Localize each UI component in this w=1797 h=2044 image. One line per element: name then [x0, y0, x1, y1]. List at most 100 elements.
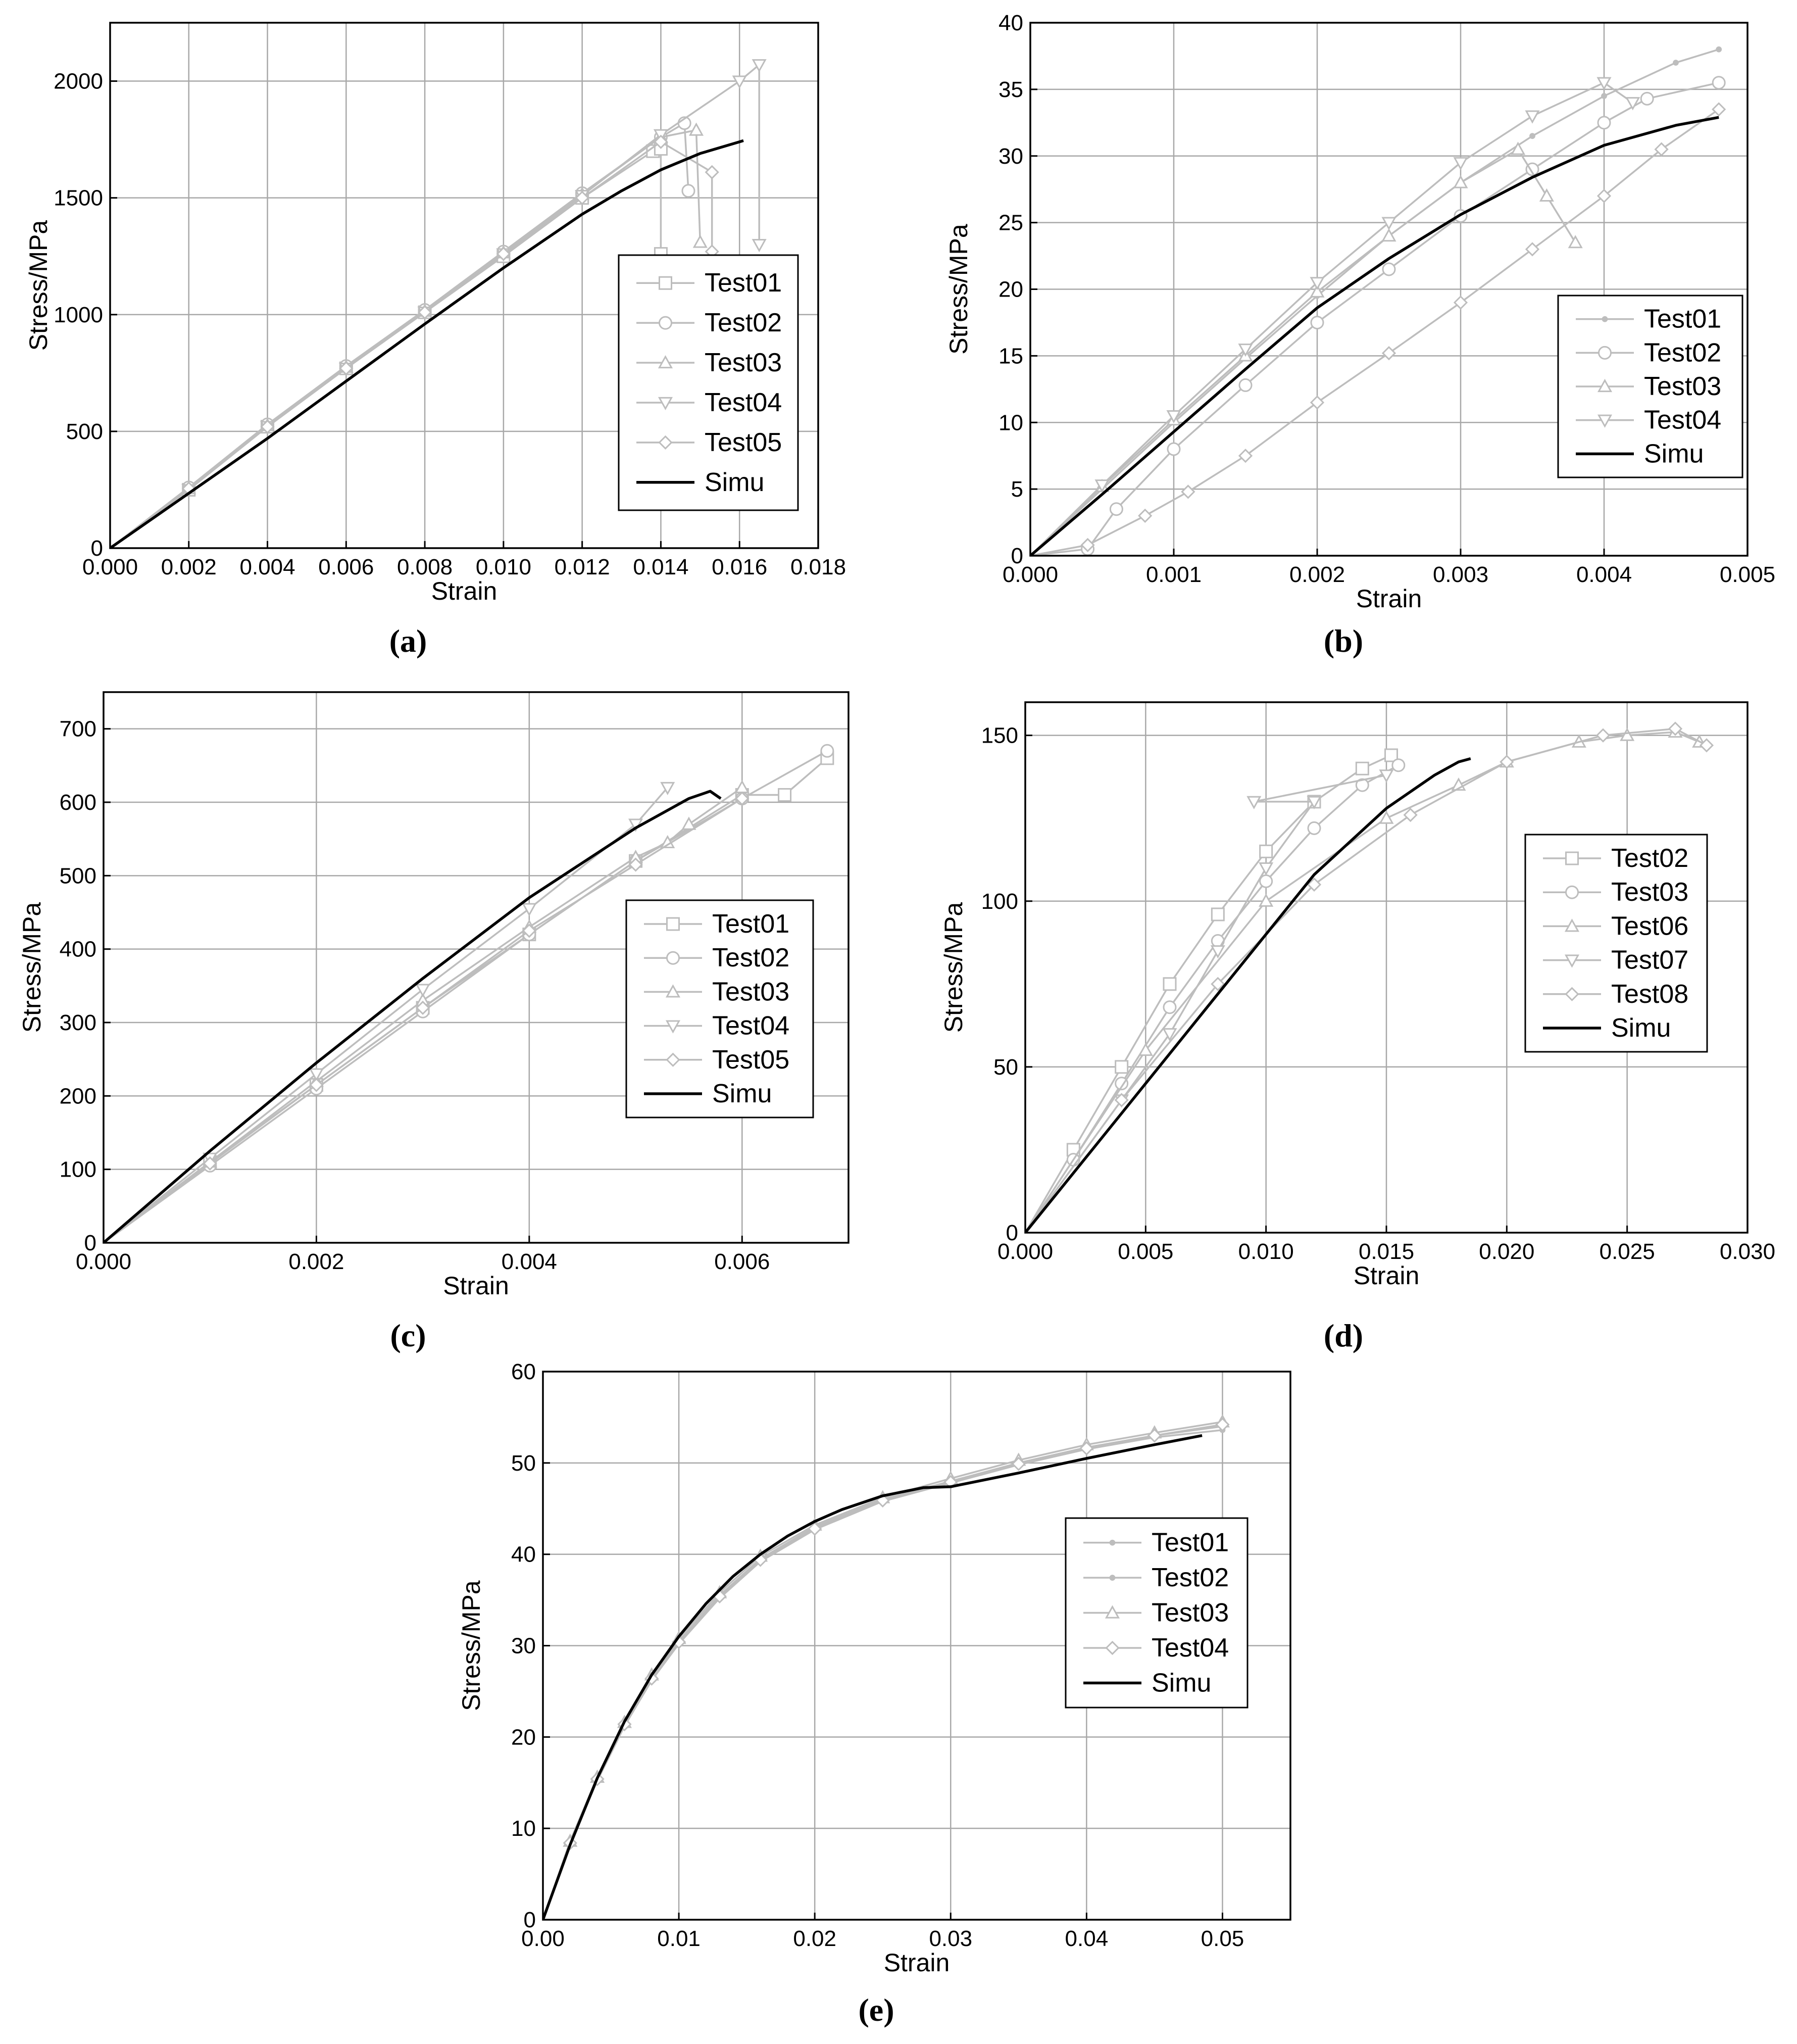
y-tick-label-4: 20 — [999, 277, 1023, 302]
chart-panel-1: 0.000 0.001 0.002 0.003 0.004 0.005 0 5 10 15 20 25… — [944, 11, 1775, 659]
data-point-test03-3 — [1163, 1000, 1177, 1014]
x-tick-label-5: 0.05 — [1201, 1926, 1244, 1951]
data-point-test04-4 — [522, 903, 537, 916]
data-point-test04-12 — [1079, 1441, 1094, 1456]
data-point-test04-6 — [1453, 157, 1468, 171]
legend: Test01 Test02 Test03 Test04 Simu — [1557, 295, 1743, 478]
data-point-test05-2 — [260, 419, 275, 434]
legend-marker-test02 — [1565, 851, 1579, 865]
legend: Test01 Test02 Test03 Test04 Test05 Simu — [618, 254, 799, 511]
legend-label-test01: Test01 — [712, 909, 789, 939]
data-point-test04-11 — [1011, 1456, 1026, 1471]
legend-label-test03: Test03 — [1644, 372, 1721, 401]
data-point-test03-7 — [1355, 778, 1369, 792]
x-tick-label-0: 0.000 — [76, 1249, 131, 1274]
x-tick-label-3: 0.006 — [714, 1249, 770, 1274]
x-tick-label-5: 0.005 — [1720, 562, 1775, 587]
data-point-test05-7 — [654, 134, 668, 149]
x-tick-label-0: 0.000 — [1003, 562, 1058, 587]
x-axis-label: Strain — [431, 577, 497, 605]
y-tick-label-0: 0 — [91, 536, 103, 561]
data-point-test04-8 — [732, 75, 747, 89]
data-point-test05-2 — [309, 1078, 324, 1092]
x-tick-label-1: 0.005 — [1118, 1239, 1173, 1264]
x-tick-label-5: 0.025 — [1600, 1239, 1655, 1264]
plot-frame — [109, 22, 819, 549]
y-axis-label: Stress/MPa — [18, 902, 46, 1033]
series-line-simu — [1025, 757, 1471, 1233]
legend-label-test06: Test06 — [1611, 911, 1688, 941]
x-axis-label: Strain — [443, 1272, 509, 1300]
y-axis-label: Stress/MPa — [457, 1580, 485, 1711]
data-point-test02-9 — [1597, 116, 1611, 130]
legend-marker-test02 — [659, 316, 672, 330]
legend: Test01 Test02 Test03 Test04 Simu — [1065, 1517, 1249, 1709]
legend-label-simu: Simu — [1152, 1668, 1211, 1697]
data-point-test05-4 — [1238, 449, 1253, 463]
legend-marker-test05 — [658, 435, 673, 450]
x-axis-label: Strain — [884, 1949, 950, 1977]
x-tick-label-5: 0.010 — [476, 555, 531, 579]
legend-label-test01: Test01 — [1644, 305, 1721, 334]
y-tick-label-4: 2000 — [54, 69, 103, 94]
series-line-test05 — [1030, 108, 1720, 556]
series-line-test06 — [1025, 731, 1700, 1233]
panel-caption: (a) — [389, 623, 427, 659]
data-point-test05-1 — [203, 1156, 217, 1171]
panel-caption: (e) — [858, 1992, 894, 2028]
y-tick-label-2: 1000 — [54, 303, 103, 327]
data-point-test02-4 — [1211, 907, 1225, 921]
legend-label-test03: Test03 — [1152, 1598, 1229, 1628]
x-tick-label-4: 0.04 — [1065, 1926, 1109, 1951]
legend-label-test03: Test03 — [705, 348, 782, 377]
legend-marker-test05 — [666, 1052, 680, 1067]
data-point-test08-1 — [1114, 1093, 1129, 1107]
legend-marker-test04 — [658, 397, 673, 411]
legend-marker-test04 — [665, 1020, 681, 1034]
series-line-test02 — [110, 122, 689, 548]
data-point-test03-8 — [1539, 188, 1554, 202]
x-tick-label-2: 0.004 — [240, 555, 295, 579]
legend-marker-test01 — [659, 276, 672, 290]
series-line-test02 — [1025, 754, 1392, 1233]
legend-label-test01: Test01 — [705, 268, 782, 298]
legend-marker-test04 — [1597, 414, 1613, 428]
legend-label-test02: Test02 — [712, 943, 789, 972]
y-tick-label-3: 15 — [999, 344, 1023, 368]
chart-panel-2: 0.000 0.002 0.004 0.006 0 100 200 300 400 500 600 7… — [18, 691, 850, 1353]
data-point-test04-6 — [660, 782, 675, 796]
data-point-test01-8 — [1601, 93, 1607, 99]
data-point-test05-4 — [417, 305, 432, 320]
data-point-test03-8 — [688, 122, 704, 136]
x-tick-label-2: 0.002 — [1289, 562, 1345, 587]
data-point-test02-11 — [1712, 76, 1726, 90]
data-point-test01-7 — [1529, 133, 1535, 139]
x-tick-label-1: 0.002 — [288, 1249, 344, 1274]
legend-label-test07: Test07 — [1611, 946, 1688, 975]
x-tick-label-1: 0.001 — [1146, 562, 1202, 587]
data-point-test05-3 — [339, 361, 354, 376]
data-point-test07-2 — [1162, 1028, 1177, 1042]
x-tick-label-9: 0.018 — [790, 555, 846, 579]
x-tick-label-0: 0.000 — [82, 555, 138, 579]
y-tick-label-5: 500 — [60, 863, 96, 888]
series-line-simu — [104, 790, 722, 1243]
y-tick-label-2: 200 — [60, 1084, 96, 1108]
data-point-test02-4 — [1238, 378, 1253, 392]
x-tick-label-3: 0.03 — [929, 1926, 972, 1951]
data-point-test03-2 — [1115, 1077, 1129, 1091]
y-tick-label-0: 0 — [1006, 1221, 1018, 1245]
data-point-test02-2 — [1109, 502, 1123, 516]
legend-marker-test08 — [1565, 987, 1579, 1001]
series-group — [1025, 721, 1714, 1233]
y-tick-label-5: 25 — [999, 211, 1023, 235]
series-line-test03 — [1030, 148, 1576, 556]
data-point-test04-2 — [309, 1068, 324, 1082]
legend-label-test04: Test04 — [1152, 1633, 1229, 1663]
y-tick-label-0: 0 — [1011, 544, 1023, 568]
y-tick-label-6: 60 — [511, 1359, 536, 1384]
y-tick-label-7: 35 — [999, 77, 1023, 102]
data-point-test06-1 — [1138, 1042, 1153, 1056]
data-point-test02-9 — [681, 184, 695, 198]
y-tick-label-0: 0 — [524, 1908, 536, 1932]
